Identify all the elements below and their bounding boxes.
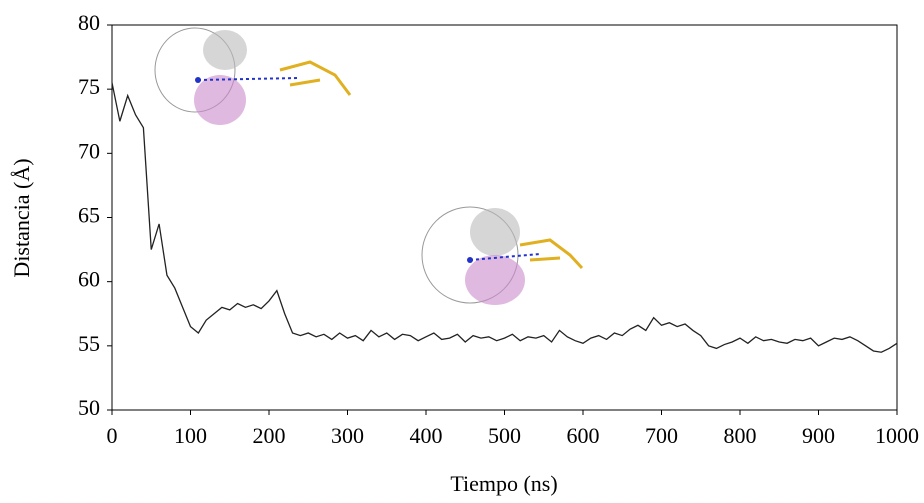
y-tick-label: 80 <box>78 10 100 35</box>
x-tick-label: 600 <box>567 423 600 448</box>
y-tick-label: 70 <box>78 138 100 163</box>
x-tick-label: 700 <box>645 423 678 448</box>
y-tick-label: 75 <box>78 74 100 99</box>
x-tick-label: 800 <box>724 423 757 448</box>
structure-illustration <box>421 206 584 305</box>
x-tick-label: 1000 <box>875 423 919 448</box>
y-tick-label: 50 <box>78 395 100 420</box>
x-tick-label: 500 <box>488 423 521 448</box>
y-axis-label: Distancia (Å) <box>9 158 34 277</box>
y-tick-label: 60 <box>78 267 100 292</box>
x-tick-label: 900 <box>802 423 835 448</box>
x-tick-label: 200 <box>253 423 286 448</box>
data-line <box>111 82 898 353</box>
y-tick-label: 55 <box>78 331 100 356</box>
x-tick-label: 400 <box>410 423 443 448</box>
x-axis-label: Tiempo (ns) <box>450 471 557 496</box>
x-tick-label: 0 <box>107 423 118 448</box>
x-tick-label: 100 <box>174 423 207 448</box>
structure-illustration <box>154 27 352 125</box>
x-tick-label: 300 <box>331 423 364 448</box>
y-tick-label: 65 <box>78 203 100 228</box>
